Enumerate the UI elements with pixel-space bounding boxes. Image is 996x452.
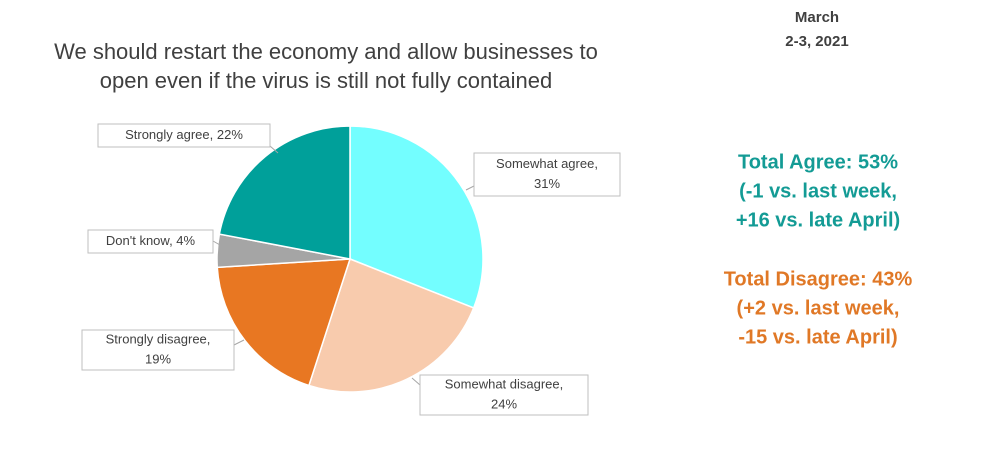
data-label: Somewhat agree, [496,156,598,171]
date: March [795,9,839,26]
data-label: 31% [534,176,560,191]
annotation: -15 vs. late April) [738,326,897,348]
label-box [81,329,235,371]
annotation: Total Agree: 53% [738,151,898,173]
pie-slice [218,125,351,260]
data-label: Strongly agree, 22% [125,127,243,142]
label-box [97,123,271,148]
data-label: 24% [491,396,517,411]
leader-line [411,377,421,386]
data-label: Don't know, 4% [106,233,196,248]
chart-title: open even if the virus is still not full… [100,68,552,93]
label-box [419,374,589,416]
leader-line [465,185,475,191]
label-box [473,152,621,197]
leader-line [269,145,279,154]
pie-slice [216,258,352,387]
data-label: Strongly disagree, [106,331,211,346]
label-box [87,229,214,254]
data-label: Somewhat disagree, [445,376,564,391]
date: 2-3, 2021 [785,33,848,50]
annotation: Total Disagree: 43% [724,268,913,290]
pie-slice [307,258,475,393]
data-label: 19% [145,351,171,366]
annotation: +16 vs. late April) [736,209,900,231]
pie-slice [349,125,484,309]
chart-title: We should restart the economy and allow … [54,39,598,64]
leader-line [212,240,221,246]
annotation: (+2 vs. last week, [737,297,900,319]
leader-line [233,339,245,346]
annotation: (-1 vs. last week, [739,180,897,202]
